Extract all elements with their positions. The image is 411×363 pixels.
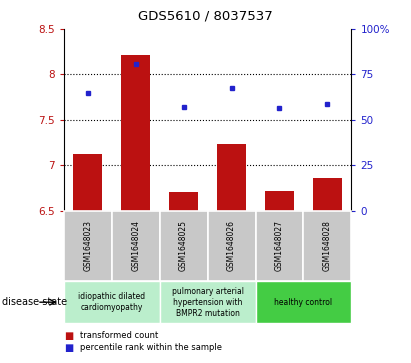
Bar <box>313 178 342 211</box>
Text: GSM1648028: GSM1648028 <box>323 220 332 272</box>
Text: disease state: disease state <box>2 297 67 307</box>
Bar <box>73 154 102 211</box>
Text: GSM1648025: GSM1648025 <box>179 220 188 272</box>
Text: percentile rank within the sample: percentile rank within the sample <box>80 343 222 352</box>
Text: GDS5610 / 8037537: GDS5610 / 8037537 <box>138 9 273 22</box>
Text: idiopathic dilated
cardiomyopathy: idiopathic dilated cardiomyopathy <box>78 292 145 312</box>
Bar <box>121 55 150 211</box>
Text: GSM1648023: GSM1648023 <box>83 220 92 272</box>
Text: healthy control: healthy control <box>275 298 332 307</box>
Text: ■: ■ <box>64 331 73 341</box>
Text: GSM1648024: GSM1648024 <box>131 220 140 272</box>
Text: pulmonary arterial
hypertension with
BMPR2 mutation: pulmonary arterial hypertension with BMP… <box>171 287 244 318</box>
Text: GSM1648026: GSM1648026 <box>227 220 236 272</box>
Text: transformed count: transformed count <box>80 331 158 340</box>
Bar <box>169 192 198 211</box>
Bar <box>265 191 294 211</box>
Text: GSM1648027: GSM1648027 <box>275 220 284 272</box>
Bar <box>217 144 246 211</box>
Text: ■: ■ <box>64 343 73 353</box>
